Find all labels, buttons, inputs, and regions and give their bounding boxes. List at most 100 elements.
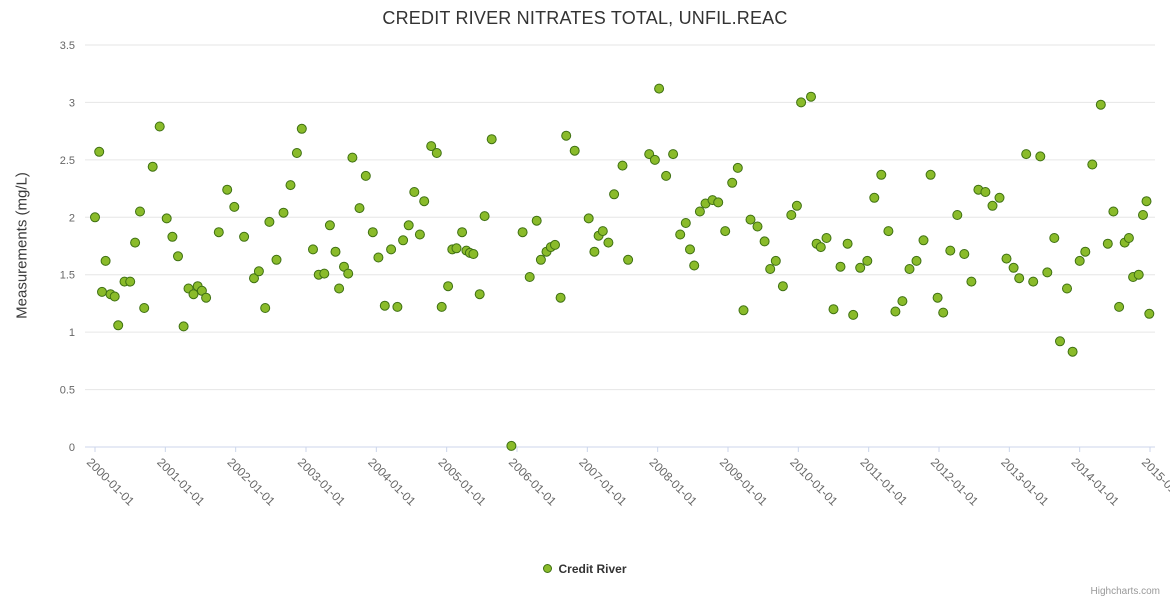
data-point[interactable]: [550, 239, 560, 250]
data-point[interactable]: [285, 180, 296, 191]
data-point[interactable]: [113, 320, 124, 331]
data-point[interactable]: [959, 249, 970, 259]
data-point[interactable]: [765, 264, 776, 274]
data-point[interactable]: [229, 201, 240, 212]
data-point[interactable]: [167, 231, 178, 242]
data-point[interactable]: [583, 213, 594, 224]
data-point[interactable]: [308, 244, 318, 255]
data-point[interactable]: [786, 210, 797, 220]
data-point[interactable]: [296, 123, 307, 134]
data-point[interactable]: [173, 251, 183, 262]
data-point[interactable]: [291, 148, 302, 158]
data-point[interactable]: [876, 169, 887, 180]
data-point[interactable]: [680, 218, 691, 228]
data-point[interactable]: [1042, 267, 1053, 278]
data-point[interactable]: [1095, 99, 1106, 110]
data-point[interactable]: [1028, 276, 1039, 287]
data-point[interactable]: [987, 200, 998, 211]
data-point[interactable]: [271, 254, 282, 265]
data-point[interactable]: [555, 292, 566, 303]
data-point[interactable]: [178, 321, 189, 332]
data-point[interactable]: [890, 306, 901, 317]
data-point[interactable]: [109, 291, 120, 302]
data-point[interactable]: [535, 254, 546, 265]
data-point[interactable]: [617, 160, 628, 171]
data-point[interactable]: [904, 264, 915, 274]
data-point[interactable]: [506, 440, 517, 451]
data-point[interactable]: [796, 97, 807, 108]
data-point[interactable]: [1074, 255, 1085, 266]
data-point[interactable]: [1102, 238, 1113, 249]
data-point[interactable]: [161, 213, 172, 224]
data-point[interactable]: [855, 262, 866, 273]
data-point[interactable]: [222, 184, 233, 195]
data-point[interactable]: [597, 226, 608, 237]
data-point[interactable]: [569, 145, 580, 156]
data-point[interactable]: [869, 192, 880, 203]
data-point[interactable]: [531, 215, 542, 226]
data-point[interactable]: [828, 304, 839, 315]
data-point[interactable]: [675, 229, 686, 240]
data-point[interactable]: [278, 207, 289, 218]
data-point[interactable]: [1138, 210, 1148, 220]
data-point[interactable]: [661, 170, 672, 181]
data-point[interactable]: [791, 200, 802, 211]
data-point[interactable]: [952, 210, 963, 220]
data-point[interactable]: [1133, 269, 1144, 280]
data-point[interactable]: [1014, 273, 1025, 284]
legend-item-credit-river[interactable]: Credit River: [543, 562, 627, 576]
data-point[interactable]: [603, 237, 614, 248]
data-point[interactable]: [1049, 233, 1060, 243]
data-point[interactable]: [457, 227, 468, 238]
data-point[interactable]: [918, 235, 929, 246]
data-point[interactable]: [966, 276, 977, 287]
data-point[interactable]: [925, 169, 936, 180]
data-point[interactable]: [253, 266, 264, 277]
data-point[interactable]: [883, 226, 894, 237]
data-point[interactable]: [777, 281, 788, 292]
data-point[interactable]: [347, 152, 358, 163]
data-point[interactable]: [517, 227, 528, 238]
data-point[interactable]: [249, 273, 259, 284]
data-point[interactable]: [398, 235, 409, 246]
data-point[interactable]: [524, 272, 535, 282]
data-point[interactable]: [759, 236, 770, 247]
data-point[interactable]: [668, 149, 679, 160]
data-point[interactable]: [738, 305, 749, 316]
data-point[interactable]: [1087, 159, 1098, 170]
data-point[interactable]: [213, 227, 224, 238]
data-point[interactable]: [324, 220, 335, 231]
data-point[interactable]: [94, 146, 105, 157]
data-point[interactable]: [125, 276, 136, 287]
data-point[interactable]: [1035, 151, 1046, 162]
data-point[interactable]: [821, 233, 832, 243]
data-point[interactable]: [720, 226, 731, 237]
data-point[interactable]: [1108, 206, 1119, 217]
data-point[interactable]: [752, 221, 763, 232]
data-point[interactable]: [994, 192, 1005, 203]
data-point[interactable]: [468, 249, 479, 259]
data-point[interactable]: [815, 242, 826, 253]
data-point[interactable]: [354, 203, 365, 214]
data-point[interactable]: [100, 255, 111, 266]
data-point[interactable]: [479, 211, 490, 222]
data-point[interactable]: [932, 292, 943, 303]
data-point[interactable]: [1123, 233, 1134, 243]
data-point[interactable]: [911, 255, 922, 266]
data-point[interactable]: [451, 243, 462, 254]
data-point[interactable]: [694, 206, 705, 217]
data-point[interactable]: [589, 246, 600, 257]
data-point[interactable]: [848, 309, 859, 320]
data-point[interactable]: [154, 121, 165, 132]
data-point[interactable]: [139, 303, 150, 313]
data-point[interactable]: [264, 216, 275, 227]
data-point[interactable]: [147, 161, 158, 172]
data-point[interactable]: [360, 170, 371, 181]
data-point[interactable]: [806, 91, 816, 102]
credits-link[interactable]: Highcharts.com: [1090, 586, 1160, 597]
data-point[interactable]: [379, 300, 390, 311]
data-point[interactable]: [1001, 253, 1012, 264]
data-point[interactable]: [97, 286, 107, 297]
data-point[interactable]: [409, 187, 420, 197]
data-point[interactable]: [1055, 336, 1065, 347]
